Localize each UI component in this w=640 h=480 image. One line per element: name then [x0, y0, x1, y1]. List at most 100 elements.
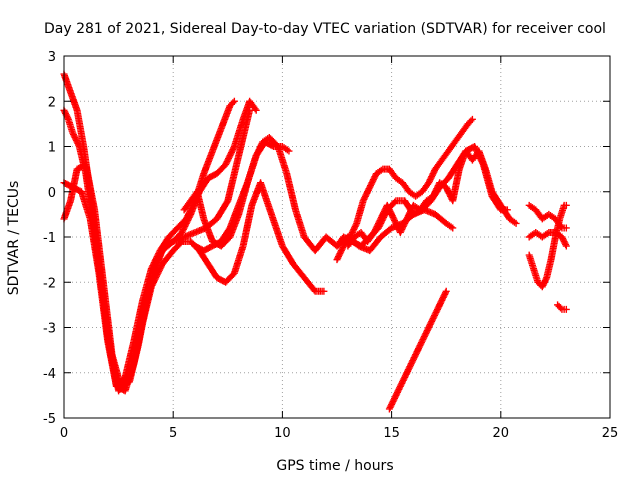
data-point-trail	[476, 149, 489, 172]
data-point-trail	[196, 176, 211, 194]
chart-title: Day 281 of 2021, Sidereal Day-to-day VTE…	[44, 21, 606, 37]
series-4	[60, 179, 328, 395]
axis-ticks: 0 5 10 15 20 25 -5 -4 -3 -2 -1 0 1 2 3	[43, 50, 618, 441]
data-point-trail	[210, 238, 224, 249]
data-point-trail	[452, 130, 464, 144]
data-point-trail	[218, 103, 233, 131]
data-point-trail	[559, 235, 570, 249]
data-point-trail	[170, 230, 185, 244]
y-tick-label: 2	[48, 95, 56, 110]
data-point-trail	[257, 180, 275, 217]
data-point-trail	[437, 180, 449, 190]
data-point-trail	[122, 361, 137, 393]
y-tick-label: -3	[43, 322, 56, 337]
data-point-trail	[439, 149, 451, 163]
data-point-trail	[224, 153, 242, 203]
data-point-trail	[444, 221, 455, 231]
data-point-trail	[439, 289, 449, 303]
data-point-trail	[419, 180, 432, 194]
data-point-trail	[412, 339, 425, 357]
data-point-trail	[223, 270, 237, 285]
y-tick-label: -1	[43, 231, 56, 246]
data-point-trail	[162, 238, 176, 249]
x-tick-label: 20	[493, 426, 510, 441]
data-point-trail	[227, 203, 242, 230]
y-tick-label: -5	[43, 412, 56, 427]
data-point-trail	[539, 275, 550, 289]
y-tick-label: -2	[43, 276, 56, 291]
data-point-trail	[268, 212, 286, 248]
data-point-trail	[449, 167, 463, 203]
data-point-trail	[371, 216, 384, 235]
data-point-trail	[540, 212, 551, 222]
data-point-trail	[181, 198, 194, 212]
data-point-trail	[432, 298, 445, 316]
data-point-trail	[61, 198, 74, 221]
data-point-trail	[433, 212, 449, 226]
series-7	[333, 115, 476, 264]
data-point-trail	[366, 171, 380, 190]
data-point-trail	[406, 352, 419, 371]
data-point-trail	[527, 230, 538, 240]
data-point-trail	[384, 203, 397, 221]
data-point-trail	[166, 225, 180, 240]
data-point-trail	[345, 234, 361, 249]
data-point-trail	[533, 230, 545, 240]
data-point-trail	[365, 230, 377, 244]
data-point-trail	[227, 99, 237, 108]
data-point-trail	[235, 180, 251, 208]
data-point	[320, 287, 328, 295]
data-point-trail	[209, 126, 225, 154]
data-point-trail	[82, 162, 98, 212]
data-point-trail	[553, 230, 564, 240]
data-point	[449, 224, 457, 232]
data-point-trail	[231, 117, 247, 149]
data-point-trail	[378, 225, 394, 240]
data-point-trail	[413, 189, 425, 199]
data-point	[512, 219, 520, 227]
y-axis-label: SDTVAR / TECUs	[6, 181, 22, 296]
data-point-trail	[543, 257, 555, 280]
data-point-trail	[387, 167, 399, 181]
data-point-trail	[130, 298, 146, 344]
data-point-trail	[540, 230, 551, 240]
series-13	[525, 201, 570, 232]
data-point-trail	[393, 379, 406, 398]
data-point-trail	[507, 216, 518, 226]
data-point-trail	[205, 262, 220, 280]
data-point-trail	[222, 144, 238, 167]
x-tick-label: 15	[383, 426, 400, 441]
data-point-trail	[334, 244, 347, 262]
data-point	[468, 115, 476, 123]
data-point-trail	[218, 225, 233, 244]
data-point-trail	[244, 153, 260, 185]
data-point-trail	[159, 248, 176, 267]
data-point-trail	[432, 158, 445, 172]
series-10	[344, 206, 457, 255]
data-point-trail	[78, 189, 94, 221]
data-point-trail	[411, 202, 422, 213]
data-point-trail	[61, 108, 72, 122]
data-point-trail	[535, 280, 545, 289]
data-point-trail	[386, 393, 399, 411]
data-point-trail	[374, 166, 385, 177]
data-point-trail	[353, 198, 367, 226]
data-point	[562, 305, 570, 313]
data-point-trail	[200, 149, 216, 176]
data-point-trail	[69, 130, 83, 149]
data-point-trail	[360, 185, 373, 203]
data-point-trail	[214, 198, 231, 222]
x-tick-label: 10	[274, 426, 291, 441]
data-point	[230, 97, 238, 105]
data-point-trail	[67, 90, 81, 113]
data-point-trail	[394, 175, 405, 186]
data-point-trail	[425, 311, 439, 330]
data-point-trail	[301, 275, 318, 294]
data-point-trail	[86, 216, 103, 276]
data-point-trail	[407, 189, 418, 199]
data-point-trail	[400, 180, 412, 194]
data-point-trail	[546, 212, 558, 222]
data-point	[285, 147, 293, 155]
data-point-trail	[152, 244, 168, 267]
